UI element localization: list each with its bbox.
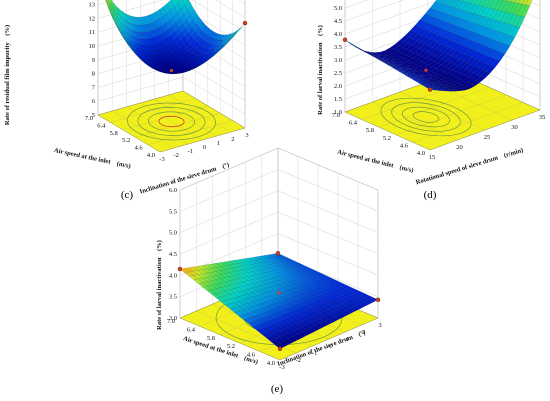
design-point <box>375 297 381 302</box>
z-tick-label: 5.0 <box>334 5 342 12</box>
y-tick-label: 6.4 <box>349 120 358 127</box>
design-point <box>275 251 281 256</box>
design-point <box>277 346 283 351</box>
y-tick-label: 5.2 <box>227 343 235 350</box>
surface-mesh <box>179 253 379 349</box>
x-tick-label: 2 <box>362 329 365 336</box>
x-tick-label: 30 <box>511 124 518 131</box>
y-tick-label: 4.6 <box>247 352 256 359</box>
x-axis-title: Rotational speed of sieve drum (r/min) <box>415 147 524 186</box>
z-tick-label: 7 <box>92 84 96 91</box>
z-axis-title: Rate of larval inactivation (%) <box>156 240 163 330</box>
y-tick-label: 4.6 <box>400 142 409 149</box>
z-tick-label: 6.0 <box>169 187 177 194</box>
z-tick-label: 12 <box>89 15 96 22</box>
design-point <box>177 266 183 272</box>
z-tick-label: 8 <box>92 71 95 78</box>
surface-mesh <box>344 0 533 92</box>
y-tick-label: 6.4 <box>187 326 196 333</box>
x-tick-label: 2 <box>231 136 234 143</box>
y-axis-title: Air speed at the inlet (m/s) <box>337 149 415 175</box>
y-tick-label: 5.8 <box>207 335 215 342</box>
panel-label: (e) <box>271 383 284 395</box>
center-point <box>169 68 174 73</box>
z-tick-label: 2.0 <box>334 83 342 90</box>
y-tick-label: 4.0 <box>267 360 275 367</box>
x-tick-label: 25 <box>484 134 491 141</box>
y-tick-label: 7.0 <box>85 115 93 122</box>
z-axis-title: Rate of residual film impurity (%) <box>4 25 11 125</box>
center-point <box>424 68 428 72</box>
z-tick-label: 11 <box>89 29 95 36</box>
y-tick-label: 7.0 <box>332 112 340 119</box>
z-tick-label: 3.5 <box>334 44 342 51</box>
x-tick-label: 0 <box>329 343 332 350</box>
surface-mesh <box>105 0 246 75</box>
z-tick-label: 4.5 <box>334 18 342 25</box>
z-tick-label: 3.0 <box>169 315 177 322</box>
center-point <box>277 291 281 295</box>
panel-label: (d) <box>424 189 437 201</box>
design-point <box>342 37 348 42</box>
z-tick-label: 13 <box>89 2 96 9</box>
y-tick-label: 6.4 <box>97 122 106 129</box>
x-tick-label: 3 <box>245 132 248 139</box>
y-tick-label: 5.8 <box>366 127 374 134</box>
y-tick-label: 5.2 <box>383 135 391 142</box>
chart-panel-c: -3-2-101234.04.65.25.86.47.0567891011121… <box>4 0 249 201</box>
z-tick-label: 9 <box>92 57 95 64</box>
z-axis-title: Rate of larval inactivation (%) <box>317 25 324 115</box>
z-tick-label: 2.5 <box>334 70 342 77</box>
z-tick-label: 10 <box>89 43 96 50</box>
y-tick-label: 7.0 <box>167 318 175 325</box>
y-axis-title: Air speed at the inlet (m/s) <box>53 147 131 170</box>
x-tick-label: -2 <box>296 357 301 364</box>
z-tick-label: 4.0 <box>334 31 342 38</box>
z-tick-label: 5.5 <box>169 208 177 215</box>
y-tick-label: 4.0 <box>417 150 425 157</box>
z-tick-label: 1.0 <box>334 109 342 116</box>
x-tick-label: -2 <box>173 152 178 159</box>
y-tick-label: 5.2 <box>122 137 130 144</box>
x-tick-label: -3 <box>279 364 284 371</box>
y-tick-label: 5.8 <box>110 130 118 137</box>
z-tick-label: 1.5 <box>334 96 342 103</box>
x-tick-label: 3 <box>378 322 381 329</box>
z-tick-label: 6 <box>92 98 96 105</box>
x-tick-label: 1 <box>217 140 220 147</box>
chart-panel-d: 15 20 25 30 35 4.0 4.6 5.2 5.8 6.4 7.01.0 1.5 2.0 2.5… <box>317 0 545 201</box>
x-tick-label: -1 <box>188 148 193 155</box>
y-tick-label: 4.6 <box>134 145 143 152</box>
panel-label: (c) <box>121 189 134 201</box>
z-tick-label: 4.0 <box>169 272 177 279</box>
x-tick-label: 1 <box>346 336 349 343</box>
design-point <box>427 87 433 92</box>
contour-floor <box>344 71 541 151</box>
x-tick-label: -1 <box>312 350 317 357</box>
z-tick-label: 5.0 <box>169 230 177 237</box>
z-tick-label: 3.5 <box>169 294 177 301</box>
z-tick-label: 5 <box>92 112 95 119</box>
chart-panel-e: -3 -2 -1 0 1 2 3 4.0 4.6 5.2 5.8 6.4 7.03.0 3.5 4.0 4.5… <box>156 147 382 395</box>
design-point <box>242 20 248 26</box>
z-tick-label: 4.5 <box>169 251 177 258</box>
x-tick-label: 35 <box>539 114 546 121</box>
x-tick-label: -3 <box>159 156 164 163</box>
y-tick-label: 4.0 <box>147 152 155 159</box>
z-tick-label: 3.0 <box>334 57 342 64</box>
x-tick-label: 0 <box>203 144 206 151</box>
x-tick-label: 20 <box>456 144 463 151</box>
contour-floor <box>97 90 246 153</box>
x-tick-label: 15 <box>429 154 436 161</box>
